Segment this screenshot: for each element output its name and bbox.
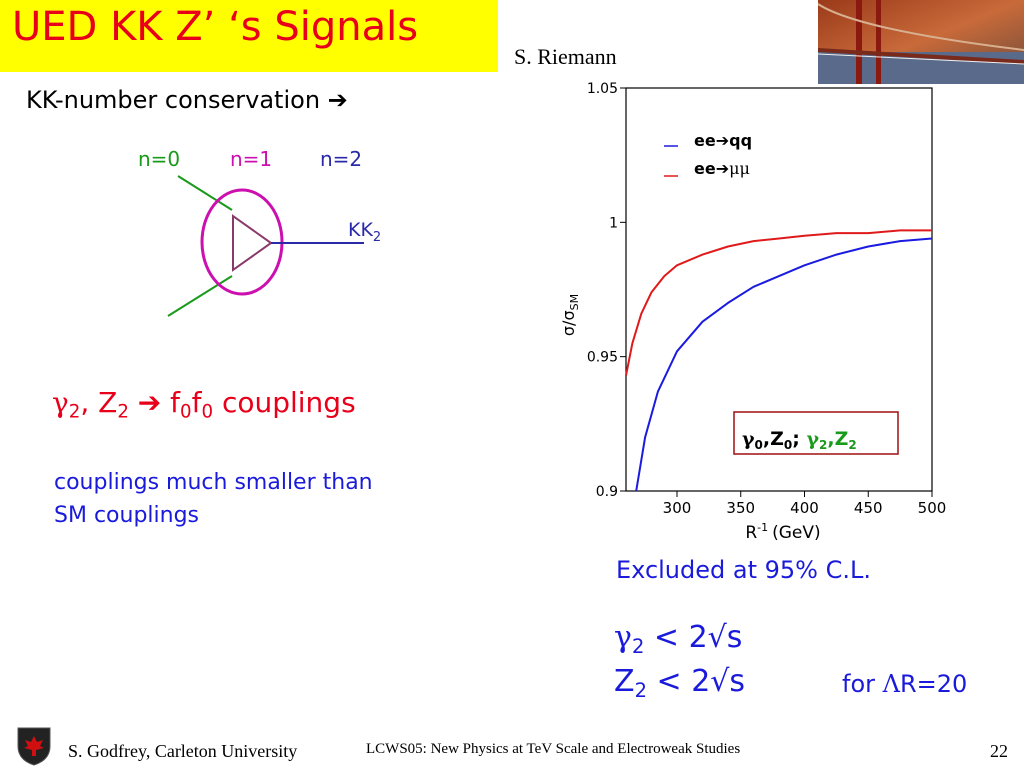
gamma-subscript: 2 bbox=[631, 634, 645, 658]
lambda-symbol: Λ bbox=[882, 670, 900, 698]
f-subscript: 0 bbox=[201, 401, 214, 423]
z-subscript: 2 bbox=[117, 401, 129, 423]
gamma2-limit: γ2 < 2√s bbox=[614, 620, 742, 658]
title-banner bbox=[0, 0, 498, 72]
n2-label: n=2 bbox=[320, 147, 362, 171]
x-axis-ticks: 300 350 400 450 500 bbox=[663, 491, 947, 517]
gamma-subscript: 2 bbox=[68, 401, 81, 423]
footer-author: S. Godfrey, Carleton University bbox=[68, 741, 298, 761]
x-axis-label: R-1 (GeV) bbox=[745, 521, 820, 543]
note-line-2: SM couplings bbox=[54, 503, 199, 528]
limit-value: < 2√s bbox=[644, 620, 743, 655]
z2-limit: Z2 < 2√s bbox=[614, 664, 745, 702]
footer-conference: LCWS05: New Physics at TeV Scale and Ele… bbox=[366, 741, 741, 757]
legend: ee➔qq ee➔μμ bbox=[664, 131, 752, 178]
y-tick-label: 1 bbox=[609, 215, 618, 231]
z-symbol: Z bbox=[98, 386, 118, 419]
cross-section-plot: 0.9 0.95 1 1.05 300 350 400 450 500 σ/σSM R-1 (G… bbox=[559, 81, 947, 543]
for-word: for bbox=[842, 670, 883, 698]
n0-label: n=0 bbox=[138, 147, 180, 171]
note-line-1: couplings much smaller than bbox=[54, 470, 373, 495]
f-symbol: f bbox=[191, 386, 202, 419]
legend-label-qq: ee➔qq bbox=[694, 131, 752, 150]
carleton-shield-logo-icon bbox=[17, 727, 51, 766]
z-symbol: Z bbox=[614, 664, 635, 699]
arrow-right-icon: ➔ bbox=[137, 386, 162, 419]
coupling-statement: γ2, Z2 ➔ f0f0 couplings bbox=[52, 386, 356, 422]
lambda-r-condition: for ΛR=20 bbox=[842, 670, 967, 698]
series-line-mumu bbox=[625, 229, 932, 376]
gamma-symbol: γ bbox=[52, 386, 69, 419]
limit-value: < 2√s bbox=[646, 664, 746, 699]
y-axis-ticks: 0.9 0.95 1 1.05 bbox=[587, 81, 626, 500]
kk2-label: KK2 bbox=[348, 219, 381, 245]
z-subscript: 2 bbox=[634, 678, 647, 702]
slide-title: UED KK Z’ ‘s Signals bbox=[12, 4, 419, 50]
x-tick-label: 450 bbox=[854, 499, 883, 517]
x-tick-label: 400 bbox=[790, 499, 819, 517]
n1-label: n=1 bbox=[230, 147, 272, 171]
annotation-box: γ0,Z0; γ2,Z2 bbox=[733, 411, 899, 455]
y-tick-label: 1.05 bbox=[587, 81, 618, 97]
x-tick-label: 350 bbox=[726, 499, 755, 517]
couplings-note: couplings much smaller than SM couplings bbox=[54, 466, 454, 532]
annotation-text: γ0,Z0; γ2,Z2 bbox=[742, 428, 857, 452]
incoming-line-top bbox=[177, 175, 233, 211]
couplings-word: couplings bbox=[213, 386, 356, 419]
feynman-diagram: n=0 n=1 n=2 KK2 bbox=[138, 147, 381, 317]
exclusion-statement: Excluded at 95% C.L. bbox=[616, 556, 871, 584]
x-tick-label: 300 bbox=[663, 499, 692, 517]
comma: , bbox=[80, 386, 99, 419]
kk-number-heading: KK-number conservation ➔ bbox=[26, 86, 348, 114]
incoming-line-bottom bbox=[167, 275, 233, 317]
curves bbox=[625, 229, 933, 492]
f-symbol: f bbox=[170, 386, 181, 419]
gamma-symbol: γ bbox=[614, 620, 632, 655]
y-tick-label: 0.9 bbox=[596, 484, 618, 500]
series-line-qq bbox=[635, 237, 933, 492]
y-tick-label: 0.95 bbox=[587, 350, 618, 366]
loop-triangle bbox=[232, 214, 273, 272]
x-tick-label: 500 bbox=[918, 499, 947, 517]
plot-frame bbox=[625, 87, 933, 492]
lambda-r-value: R=20 bbox=[899, 670, 968, 698]
speaker-name: S. Riemann bbox=[514, 44, 617, 69]
bridge-photo bbox=[818, 0, 1024, 84]
y-axis-label: σ/σSM bbox=[559, 294, 581, 336]
heading-text: KK-number conservation bbox=[26, 86, 321, 114]
f-subscript: 0 bbox=[180, 401, 192, 423]
arrow-right-icon: ➔ bbox=[327, 86, 348, 114]
slide-number: 22 bbox=[990, 741, 1008, 761]
legend-label-mumu: ee➔μμ bbox=[694, 159, 750, 178]
